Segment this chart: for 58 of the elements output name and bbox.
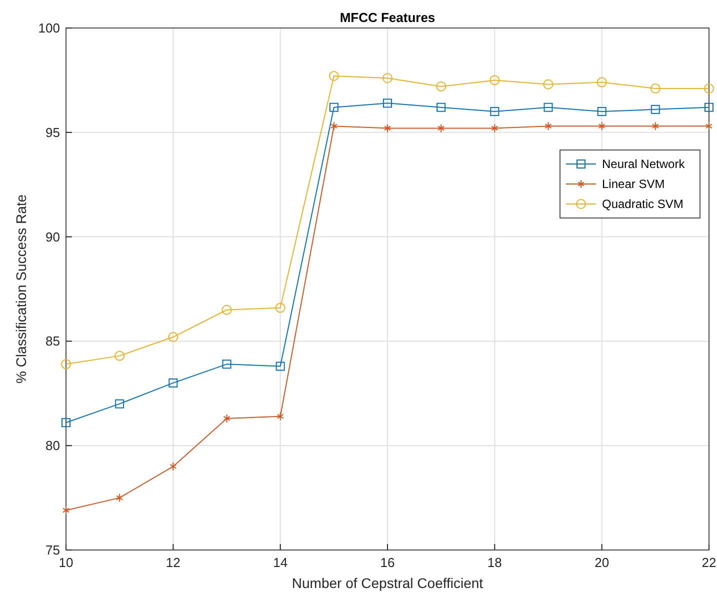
point (650, 104, 660, 114)
point (168, 332, 178, 342)
x-tick-label: 12 (166, 555, 180, 570)
point (543, 79, 554, 90)
point (62, 506, 70, 515)
y-tick-label: 80 (46, 438, 60, 454)
point (61, 359, 71, 370)
point (62, 418, 70, 428)
y-tick-label: 85 (46, 334, 60, 349)
point (491, 124, 498, 133)
point (170, 462, 177, 471)
point (436, 102, 446, 112)
point (598, 122, 606, 131)
x-tick-label: 14 (273, 555, 288, 570)
point (222, 304, 232, 315)
legend-label: Quadratic SVM (602, 197, 684, 211)
point (544, 102, 553, 112)
point (223, 414, 230, 423)
y-tick-label: 100 (38, 20, 60, 36)
point (222, 360, 232, 369)
y-tick-label: 90 (46, 229, 60, 244)
x-tick-label: 16 (380, 555, 395, 570)
x-tick-label: 22 (702, 555, 716, 570)
y-tick-label: 95 (46, 124, 60, 140)
x-tick-label: 18 (487, 555, 502, 570)
point (328, 71, 339, 82)
point (330, 122, 338, 131)
point (276, 362, 285, 371)
point (436, 81, 446, 92)
point (544, 122, 552, 131)
x-axis-title: Number of Cepstral Coefficient (292, 575, 484, 591)
point (438, 124, 445, 133)
legend-label: Linear SVM (602, 177, 665, 191)
point (490, 75, 500, 86)
point (329, 102, 338, 112)
point (652, 122, 659, 131)
x-tick-label: 10 (58, 555, 74, 570)
point (706, 122, 712, 131)
point (704, 102, 714, 112)
point (382, 73, 392, 84)
point (383, 98, 392, 108)
point (704, 84, 714, 94)
point (650, 84, 660, 94)
point (115, 399, 124, 408)
point (490, 107, 500, 116)
point (384, 124, 391, 133)
point (168, 378, 178, 388)
point (597, 107, 606, 116)
point (596, 77, 607, 88)
point (114, 350, 125, 361)
y-axis-title: % Classification Success Rate (13, 194, 29, 384)
x-tick-label: 20 (594, 555, 610, 570)
point (275, 302, 286, 313)
point (116, 493, 124, 502)
chart-title: MFCC Features (340, 10, 436, 25)
legend-label: Neural Network (602, 157, 686, 171)
point (276, 412, 284, 421)
y-tick-label: 75 (46, 542, 60, 558)
